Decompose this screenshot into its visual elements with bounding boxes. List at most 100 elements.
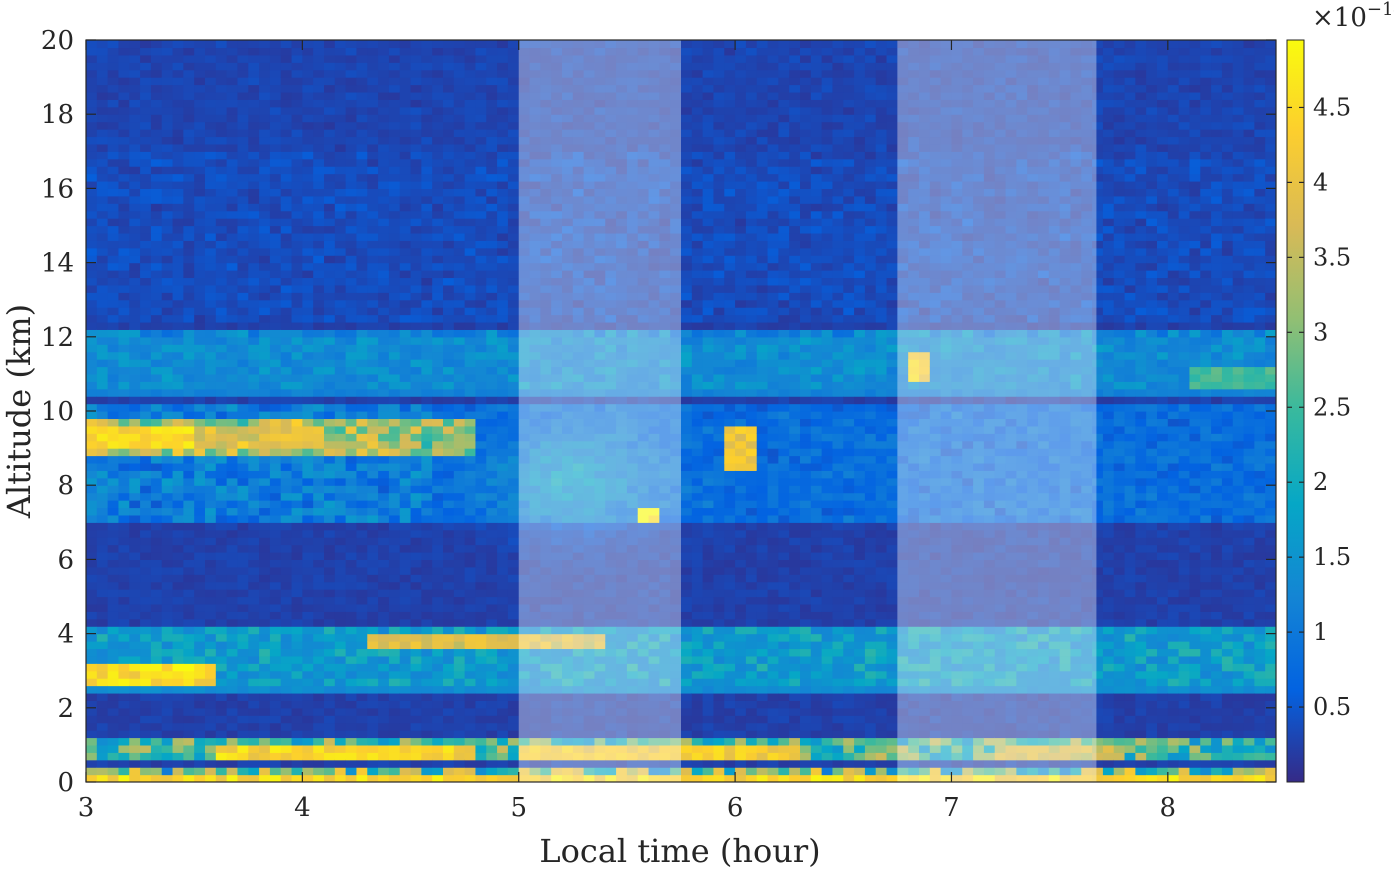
heatmap-cell: [140, 321, 152, 330]
heatmap-cell: [356, 225, 368, 234]
heatmap-cell: [551, 381, 563, 390]
heatmap-cell: [150, 715, 163, 724]
heatmap-cell: [562, 166, 574, 175]
heatmap-cell: [215, 611, 228, 620]
heatmap-cell: [215, 759, 228, 768]
heatmap-cell: [248, 559, 260, 568]
heatmap-cell: [161, 448, 174, 457]
heatmap-cell: [583, 240, 596, 249]
heatmap-cell: [388, 307, 401, 316]
heatmap-cell: [572, 603, 585, 612]
heatmap-cell: [443, 195, 455, 204]
heatmap-cell: [378, 544, 390, 553]
heatmap-cell: [96, 574, 109, 583]
heatmap-cell: [269, 596, 282, 605]
heatmap-cell: [150, 774, 163, 782]
heatmap-cell: [497, 500, 509, 509]
heatmap-cell: [237, 500, 249, 509]
heatmap-cell: [399, 737, 412, 746]
heatmap-cell: [86, 270, 98, 279]
heatmap-cell: [161, 321, 174, 330]
heatmap-cell: [237, 151, 249, 160]
heatmap-cell: [248, 529, 260, 538]
heatmap-cell: [486, 106, 498, 115]
heatmap-cell: [507, 321, 520, 330]
heatmap-cell: [161, 336, 174, 345]
heatmap-cell: [194, 344, 206, 353]
heatmap-cell: [356, 54, 368, 63]
heatmap-cell: [367, 77, 379, 86]
heatmap-cell: [443, 470, 455, 479]
heatmap-cell: [583, 641, 596, 650]
heatmap-cell: [378, 77, 390, 86]
heatmap-cell: [107, 507, 120, 516]
heatmap-cell: [497, 77, 509, 86]
heatmap-cell: [129, 114, 141, 123]
heatmap-cell: [118, 418, 130, 427]
heatmap-cell: [540, 655, 552, 664]
heatmap-cell: [205, 537, 217, 546]
heatmap-cell: [334, 262, 347, 271]
heatmap-cell: [410, 752, 422, 761]
heatmap-cell: [334, 626, 347, 635]
heatmap-cell: [96, 641, 109, 650]
heatmap-cell: [259, 551, 271, 560]
heatmap-cell: [161, 522, 174, 531]
heatmap-cell: [86, 114, 98, 123]
heatmap-cell: [464, 366, 477, 375]
heatmap-cell: [399, 411, 412, 420]
heatmap-cell: [518, 774, 531, 782]
heatmap-cell: [150, 195, 163, 204]
heatmap-cell: [291, 77, 303, 86]
heatmap-cell: [96, 737, 109, 746]
heatmap-cell: [529, 114, 541, 123]
heatmap-cell: [107, 648, 120, 657]
heatmap-cell: [529, 603, 541, 612]
heatmap-cell: [432, 240, 444, 249]
heatmap-cell: [313, 396, 325, 405]
heatmap-cell: [226, 462, 239, 471]
heatmap-cell: [345, 692, 358, 701]
heatmap-cell: [183, 707, 195, 716]
heatmap-cell: [259, 603, 271, 612]
heatmap-cell: [475, 195, 487, 204]
heatmap-cell: [345, 195, 358, 204]
heatmap-cell: [572, 537, 585, 546]
heatmap-cell: [86, 529, 98, 538]
heatmap-cell: [378, 529, 390, 538]
heatmap-cell: [302, 626, 314, 635]
heatmap-cell: [507, 47, 520, 56]
heatmap-cell: [507, 529, 520, 538]
heatmap-cell: [107, 522, 120, 531]
heatmap-cell: [291, 581, 303, 590]
heatmap-cell: [96, 329, 109, 338]
heatmap-cell: [497, 655, 509, 664]
heatmap-cell: [464, 373, 477, 382]
heatmap-cell: [562, 626, 574, 635]
heatmap-cell: [259, 210, 271, 219]
heatmap-cell: [334, 240, 347, 249]
heatmap-cell: [291, 403, 303, 412]
heatmap-cell: [562, 210, 574, 219]
heatmap-cell: [594, 574, 606, 583]
heatmap-cell: [475, 626, 487, 635]
heatmap-cell: [475, 396, 487, 405]
heatmap-cell: [107, 692, 120, 701]
heatmap-cell: [140, 581, 152, 590]
heatmap-cell: [388, 381, 401, 390]
heatmap-cell: [129, 641, 141, 650]
heatmap-cell: [443, 462, 455, 471]
heatmap-cell: [432, 418, 444, 427]
heatmap-cell: [453, 589, 466, 598]
heatmap-cell: [540, 210, 552, 219]
heatmap-cell: [551, 54, 563, 63]
heatmap-cell: [183, 396, 195, 405]
heatmap-cell: [388, 626, 401, 635]
heatmap-cell: [237, 203, 249, 212]
heatmap-cell: [605, 143, 617, 152]
heatmap-cell: [453, 737, 466, 746]
heatmap-cell: [388, 492, 401, 501]
heatmap-cell: [399, 678, 412, 687]
heatmap-cell: [313, 574, 325, 583]
heatmap-cell: [269, 440, 282, 449]
